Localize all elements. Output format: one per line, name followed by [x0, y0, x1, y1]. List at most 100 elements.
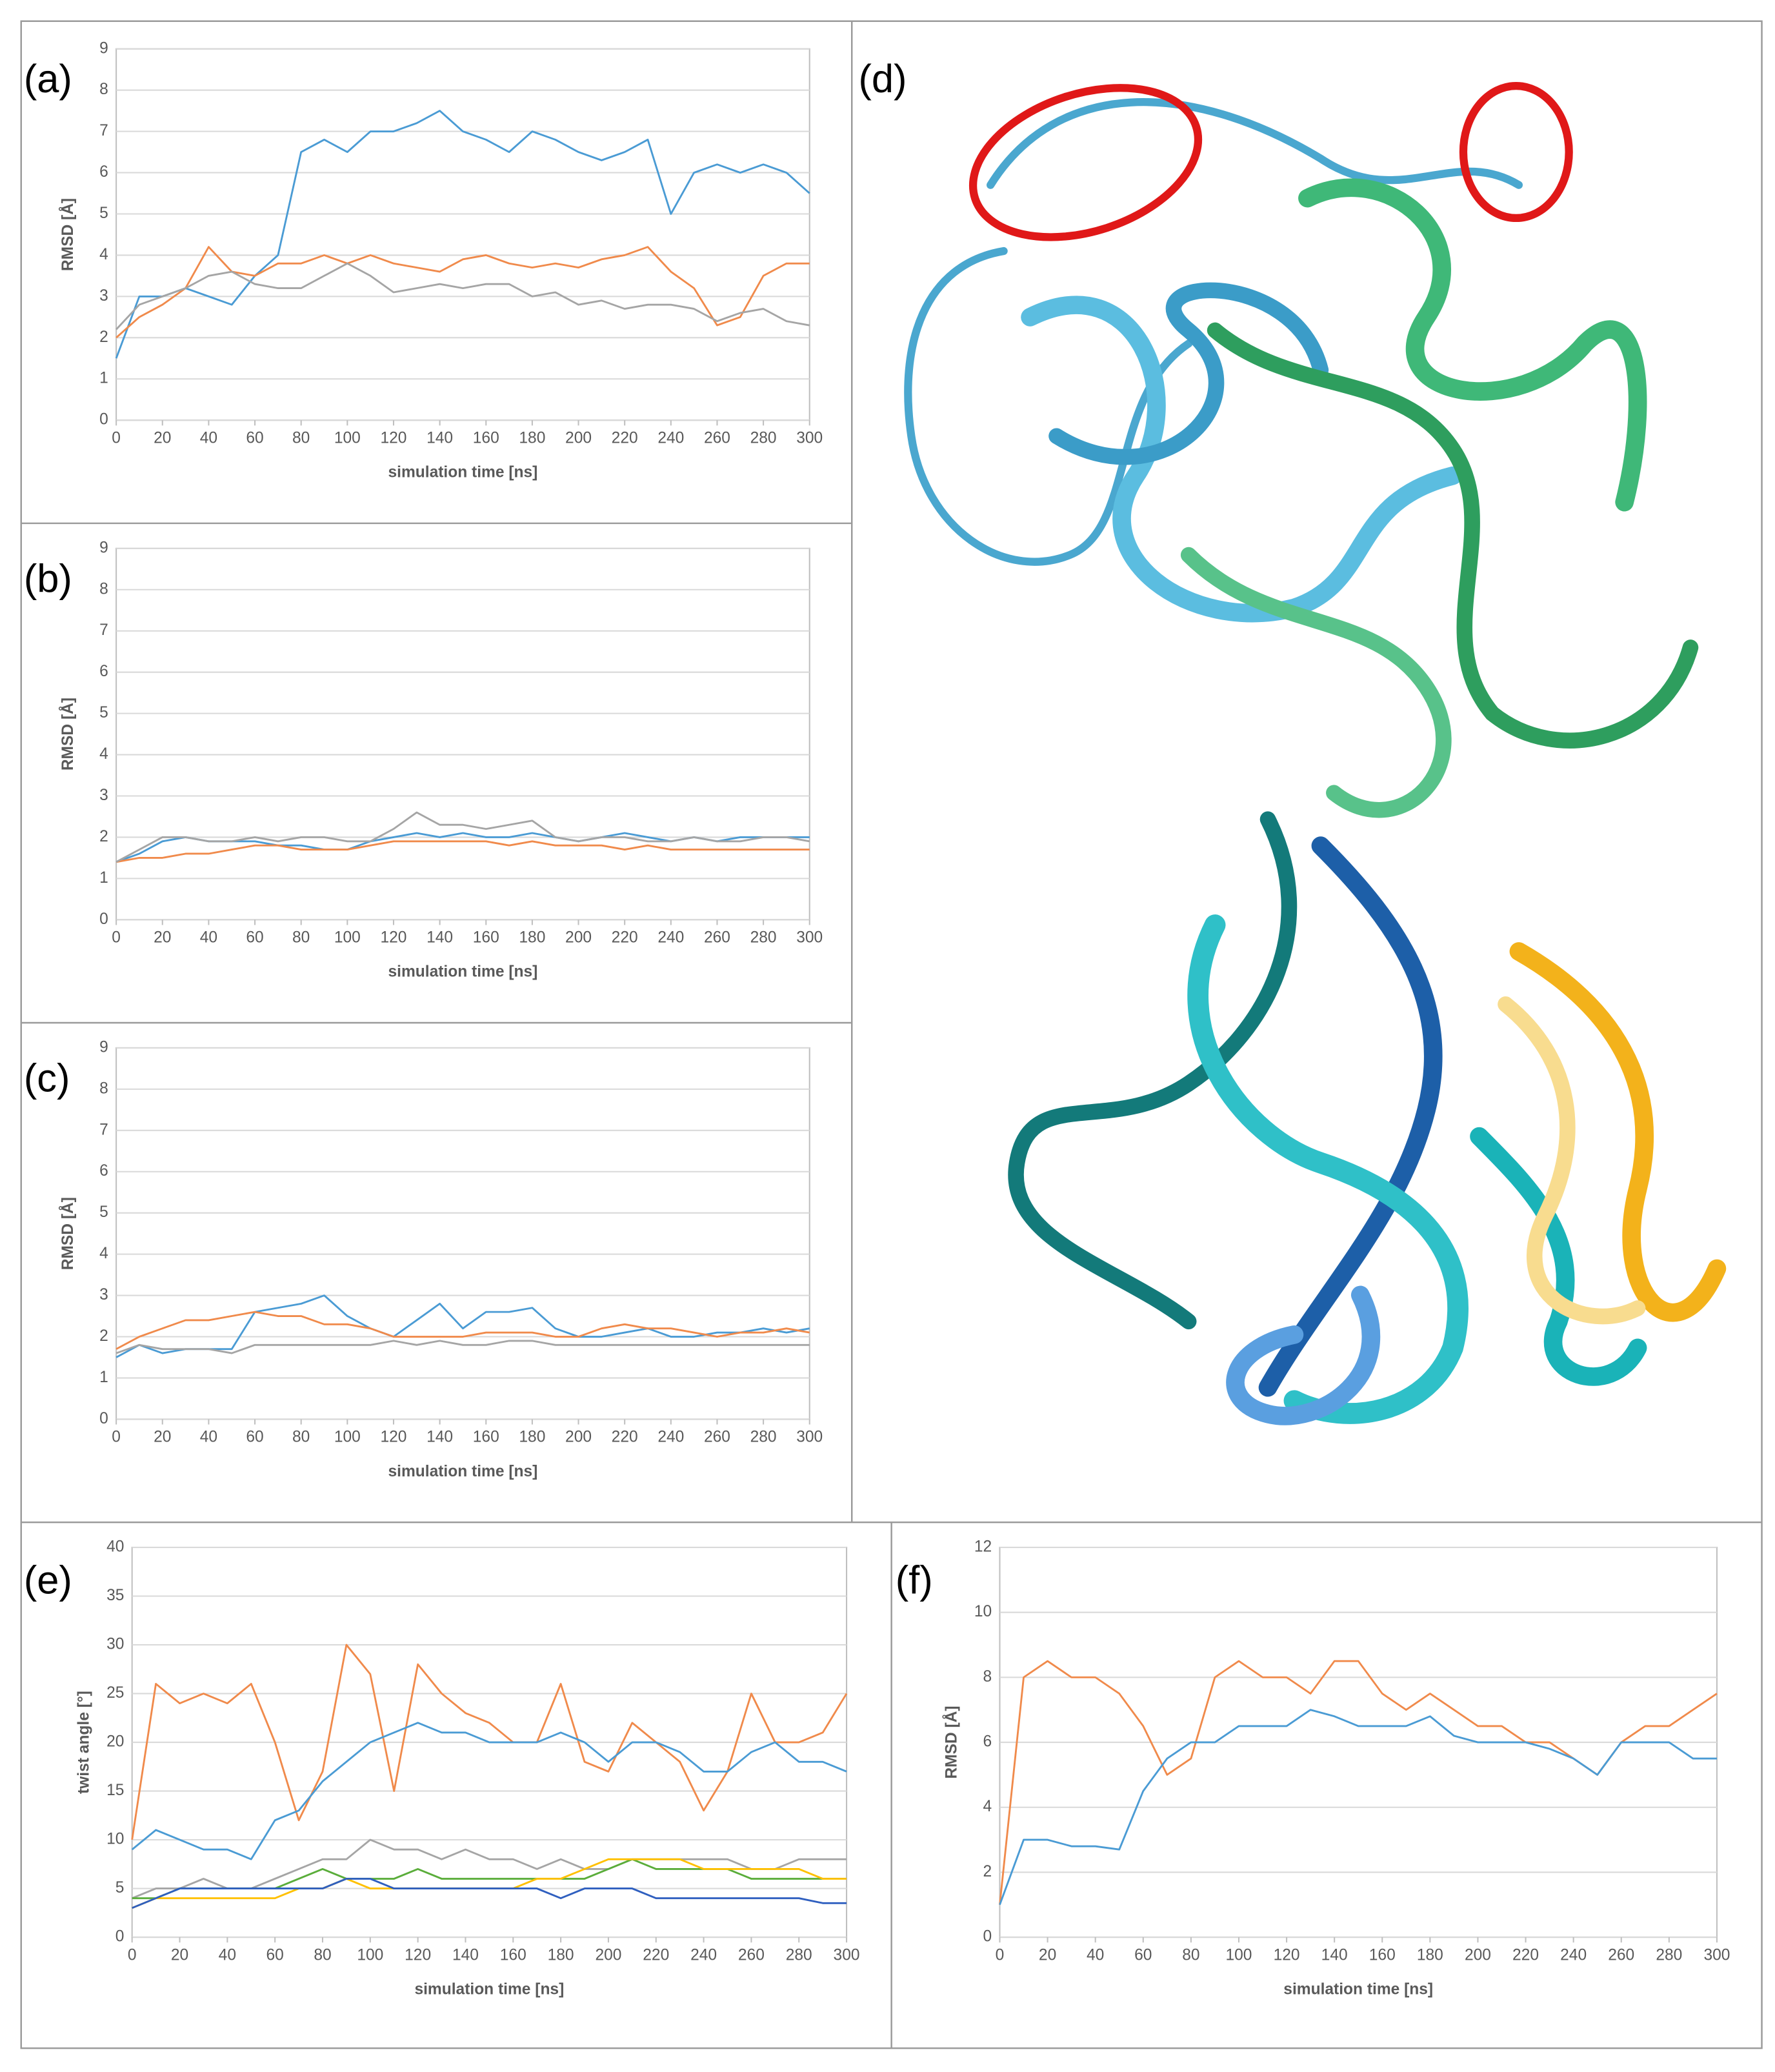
series-line: [999, 1709, 1717, 1906]
panel-label: (a): [24, 57, 72, 101]
x-tick-label: 200: [565, 429, 592, 447]
y-tick-label: 7: [99, 122, 108, 139]
y-tick-label: 5: [99, 1203, 108, 1221]
panel-label: (e): [24, 1558, 72, 1603]
x-tick-label: 160: [473, 1429, 499, 1446]
x-tick-label: 280: [750, 429, 777, 447]
x-tick-label: 180: [519, 429, 545, 447]
x-tick-label: 300: [834, 1946, 860, 1964]
y-tick-label: 25: [106, 1684, 124, 1702]
plot-area: [115, 48, 810, 421]
x-tick-label: 0: [996, 1946, 1005, 1964]
y-tick-label: 3: [99, 1286, 108, 1303]
x-tick-label: 60: [246, 929, 263, 946]
y-tick-label: 0: [115, 1928, 125, 1946]
panel-label: (d): [858, 57, 907, 101]
y-tick-label: 40: [106, 1538, 124, 1555]
y-axis-title: RMSD [Å]: [59, 698, 77, 770]
series-line: [115, 1294, 810, 1358]
y-tick-label: 7: [99, 621, 108, 639]
y-tick-label: 8: [983, 1668, 992, 1685]
series-line: [132, 1878, 847, 1909]
y-tick-label: 1: [99, 869, 108, 887]
x-tick-label: 40: [200, 929, 217, 946]
panel-label: (c): [24, 1056, 70, 1100]
x-tick-label: 300: [796, 429, 823, 447]
x-tick-label: 280: [750, 929, 777, 946]
x-axis-title: simulation time [ns]: [388, 464, 538, 481]
x-tick-label: 40: [219, 1946, 236, 1964]
panel-frames: [20, 20, 1763, 2049]
y-tick-label: 8: [99, 81, 108, 98]
plot-area: [115, 547, 810, 921]
x-tick-label: 120: [1274, 1946, 1300, 1964]
x-tick-label: 60: [266, 1946, 284, 1964]
x-tick-label: 220: [612, 1429, 638, 1446]
x-tick-label: 20: [171, 1946, 188, 1964]
x-tick-label: 180: [519, 1429, 545, 1446]
y-tick-label: 6: [99, 1162, 108, 1180]
y-tick-label: 1: [99, 370, 108, 387]
x-tick-label: 200: [565, 929, 592, 946]
x-tick-label: 120: [380, 1429, 406, 1446]
x-tick-label: 240: [690, 1946, 717, 1964]
series-line: [115, 811, 810, 863]
series-line: [132, 1858, 847, 1909]
x-tick-label: 0: [112, 429, 121, 447]
y-tick-label: 6: [983, 1733, 992, 1751]
x-tick-label: 0: [112, 929, 121, 946]
x-axis-title: simulation time [ns]: [388, 1463, 538, 1480]
x-tick-label: 260: [704, 429, 730, 447]
y-tick-label: 6: [99, 163, 108, 181]
x-tick-label: 260: [704, 929, 730, 946]
x-tick-label: 40: [200, 429, 217, 447]
x-tick-label: 80: [292, 929, 310, 946]
x-tick-label: 240: [657, 929, 684, 946]
plot-area: [115, 1047, 810, 1420]
y-tick-label: 4: [99, 246, 108, 263]
x-tick-label: 260: [738, 1946, 765, 1964]
y-tick-label: 0: [983, 1928, 992, 1946]
x-tick-label: 40: [200, 1429, 217, 1446]
x-tick-label: 80: [292, 1429, 310, 1446]
x-tick-label: 160: [500, 1946, 526, 1964]
x-tick-label: 120: [405, 1946, 431, 1964]
x-tick-label: 60: [246, 429, 263, 447]
x-tick-label: 160: [1369, 1946, 1396, 1964]
x-tick-label: 280: [786, 1946, 812, 1964]
y-axis-title: RMSD [Å]: [59, 1197, 77, 1270]
x-tick-label: 100: [357, 1946, 383, 1964]
y-tick-label: 9: [99, 39, 108, 57]
x-axis-title: simulation time [ns]: [1283, 1981, 1433, 1998]
y-tick-label: 5: [115, 1879, 125, 1896]
x-tick-label: 160: [473, 929, 499, 946]
y-axis-title: RMSD [Å]: [942, 1705, 960, 1778]
x-tick-label: 200: [595, 1946, 621, 1964]
y-tick-label: 1: [99, 1369, 108, 1386]
y-tick-label: 4: [99, 745, 108, 763]
y-tick-label: 10: [106, 1831, 124, 1848]
x-tick-label: 180: [519, 929, 545, 946]
series-line: [115, 262, 810, 330]
y-tick-label: 0: [99, 411, 108, 428]
y-tick-label: 35: [106, 1587, 124, 1604]
panel-label: (f): [896, 1558, 933, 1603]
x-tick-label: 180: [548, 1946, 574, 1964]
x-tick-label: 100: [334, 929, 361, 946]
x-tick-label: 20: [154, 429, 171, 447]
x-tick-label: 220: [643, 1946, 669, 1964]
x-tick-label: 80: [314, 1946, 331, 1964]
x-tick-label: 120: [380, 929, 406, 946]
x-tick-label: 260: [1608, 1946, 1634, 1964]
y-tick-label: 8: [99, 580, 108, 598]
y-tick-label: 6: [99, 663, 108, 680]
x-tick-label: 60: [246, 1429, 263, 1446]
x-tick-label: 60: [1134, 1946, 1152, 1964]
y-tick-label: 10: [974, 1603, 992, 1620]
y-tick-label: 5: [99, 704, 108, 721]
x-tick-label: 120: [380, 429, 406, 447]
protein-structure: [904, 81, 1727, 1425]
y-tick-label: 3: [99, 787, 108, 804]
y-tick-label: 0: [99, 1410, 108, 1427]
